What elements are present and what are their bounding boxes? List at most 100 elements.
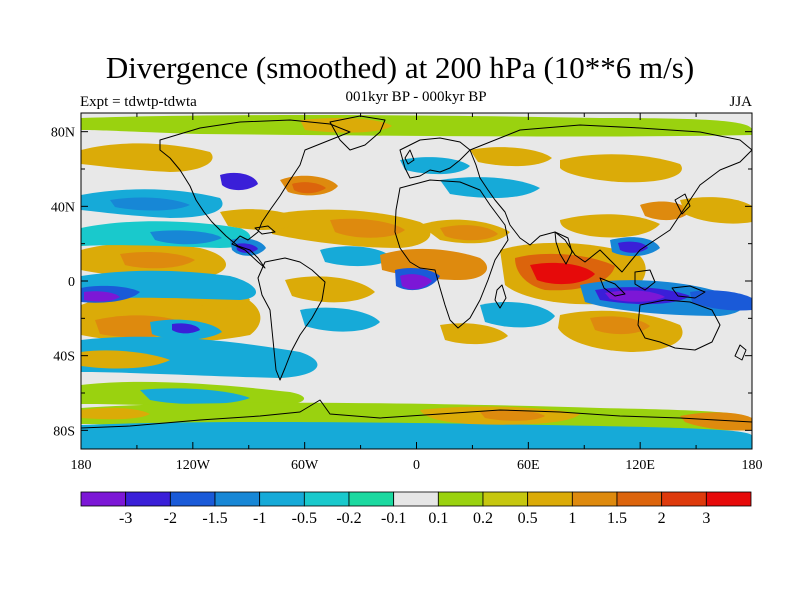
x-tick-label: 120W	[176, 458, 211, 473]
colorbar-swatch	[705, 491, 752, 507]
contour-positive	[590, 316, 650, 335]
coastline-greenland	[329, 115, 386, 151]
coastline-borneo	[634, 269, 656, 291]
colorbar-swatch	[214, 491, 261, 507]
contour-positive	[220, 209, 300, 230]
coastline-africa	[394, 179, 509, 329]
contour-positive	[300, 118, 392, 133]
colorbar-swatch	[527, 491, 573, 507]
contour-negative	[300, 307, 380, 332]
contour-negative	[440, 177, 540, 198]
colorbar-swatch	[571, 491, 618, 507]
contour-negative	[110, 197, 190, 211]
y-tick-label: 0	[68, 275, 75, 290]
coastline-new-guinea	[671, 285, 706, 299]
contour-positive	[480, 409, 545, 421]
colorbar-swatch	[303, 491, 350, 507]
colorbar-label: -1.5	[202, 510, 227, 527]
colorbar-label: 0.5	[518, 510, 538, 527]
contour-strong-negative	[84, 291, 120, 302]
colorbar-swatch	[80, 491, 127, 507]
contour-strong-positive	[530, 262, 595, 285]
contour-positive	[81, 407, 150, 420]
colorbar-swatch	[393, 491, 439, 507]
contour-positive	[81, 143, 213, 172]
y-tick-label: 40S	[53, 350, 75, 365]
contour-negative	[236, 243, 258, 253]
contour-positive	[440, 225, 498, 241]
contour-positive	[120, 252, 195, 269]
contour-positive	[292, 182, 326, 194]
colorbar-label: 0.2	[473, 510, 493, 527]
coastline-madagascar	[494, 284, 507, 309]
x-axis: 180 120W 60W 0 60E 120E 180	[71, 113, 763, 473]
coastline-uk	[404, 149, 415, 165]
contour-positive	[81, 115, 752, 137]
colorbar-label: -0.1	[381, 510, 406, 527]
colorbar-label: 2	[658, 510, 666, 527]
contour-positive	[285, 276, 375, 303]
x-tick-label: 60W	[291, 458, 319, 473]
map-plot-area	[81, 113, 752, 449]
y-tick-label: 80N	[51, 126, 75, 141]
contour-negative	[140, 388, 250, 405]
colorbar-swatch	[616, 491, 663, 507]
divergence-contours	[81, 115, 752, 449]
colorbar-label: 1.5	[607, 510, 627, 527]
contour-positive	[560, 154, 682, 183]
coastlines	[81, 115, 752, 429]
contour-negative	[172, 323, 200, 334]
colorbar-label: 1	[568, 510, 576, 527]
colorbar-swatch	[437, 491, 484, 507]
colorbar-label: 3	[702, 510, 710, 527]
chart-title: Divergence (smoothed) at 200 hPa (10**6 …	[105, 50, 695, 85]
colorbar-swatch	[482, 491, 529, 507]
x-tick-label: 60E	[517, 458, 540, 473]
experiment-label: Expt = tdwtp-tdwta	[80, 94, 197, 110]
contour-negative	[320, 246, 392, 267]
x-tick-label: 180	[742, 458, 763, 473]
y-axis: 80N 40N 0 40S 80S	[51, 126, 752, 439]
colorbar-swatch	[259, 491, 305, 507]
coastline-australia	[637, 299, 721, 351]
coastline-antarctica	[81, 399, 752, 429]
colorbar-label: -2	[164, 510, 177, 527]
colorbar-label: -0.5	[292, 510, 317, 527]
x-tick-label: 0	[413, 458, 420, 473]
colorbar-label: -1	[253, 510, 266, 527]
contour-positive	[81, 350, 170, 369]
y-tick-label: 40N	[51, 200, 75, 215]
y-tick-label: 80S	[53, 424, 75, 439]
colorbar-label: -3	[119, 510, 132, 527]
colorbar-swatch	[125, 491, 171, 507]
contour-negative	[690, 290, 752, 311]
coastline-asia	[469, 124, 752, 273]
colorbar-swatch	[661, 491, 707, 507]
contour-positive	[330, 218, 405, 238]
contour-negative	[81, 336, 318, 378]
contour-positive	[640, 201, 690, 221]
coastline-north-america	[159, 119, 351, 269]
colorbar-label: -0.2	[336, 510, 361, 527]
contour-negative	[81, 422, 752, 449]
contour-negative	[220, 172, 258, 191]
x-tick-label: 120E	[625, 458, 655, 473]
contour-strong-negative	[400, 274, 432, 290]
contour-negative	[480, 302, 555, 328]
coastline-south-america	[257, 257, 326, 381]
chart-subtitle: 001kyr BP - 000kyr BP	[345, 89, 487, 105]
colorbar-swatch	[169, 491, 216, 507]
contour-positive	[560, 214, 660, 238]
contour-strong-negative	[605, 290, 665, 302]
colorbar: -3 -2 -1.5 -1 -0.5 -0.2 -0.1 0.1 0.2 0.5 1 1.5 2 3	[80, 491, 752, 527]
coastline-japan	[674, 193, 691, 215]
contour-positive	[440, 323, 508, 345]
x-tick-label: 180	[71, 458, 92, 473]
contour-positive	[680, 197, 752, 224]
coastline-europe	[399, 137, 471, 179]
colorbar-swatch	[348, 491, 395, 507]
coastline-cuba	[254, 225, 276, 235]
season-label: JJA	[729, 94, 752, 110]
contour-negative	[150, 230, 222, 245]
